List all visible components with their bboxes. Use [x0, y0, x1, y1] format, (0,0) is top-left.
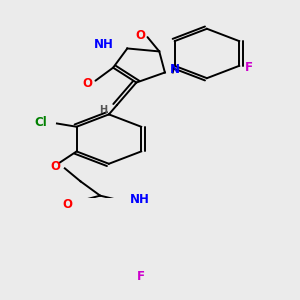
Text: NH: NH — [94, 38, 113, 51]
Text: O: O — [136, 29, 146, 42]
Text: F: F — [137, 270, 146, 283]
Text: O: O — [63, 198, 73, 211]
Text: N: N — [170, 63, 180, 76]
Text: NH: NH — [130, 193, 149, 206]
Text: F: F — [245, 61, 253, 74]
Text: H: H — [99, 106, 107, 116]
Text: O: O — [50, 160, 60, 173]
Text: Cl: Cl — [34, 116, 47, 129]
Text: O: O — [82, 77, 93, 90]
